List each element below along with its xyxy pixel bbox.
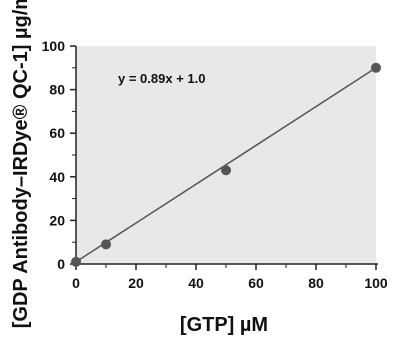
x-tick-label: 60 — [248, 275, 264, 291]
x-tick-label: 20 — [128, 275, 144, 291]
x-tick-label: 100 — [364, 275, 388, 291]
x-axis-title: [GTP] µM — [180, 314, 268, 336]
data-point — [101, 239, 111, 250]
y-tick-labels: 0 20 40 60 80 100 — [42, 38, 66, 272]
data-point — [371, 62, 381, 73]
x-tick-label: 0 — [72, 275, 80, 291]
y-tick-label: 0 — [57, 256, 65, 272]
plot-background — [76, 46, 376, 264]
y-axis-title: [GDP Antibody–IRDye® QC-1] µg/mL — [10, 0, 32, 328]
x-tick-labels: 0 20 40 60 80 100 — [72, 275, 388, 291]
y-tick-label: 40 — [49, 169, 65, 185]
data-point — [221, 165, 231, 176]
y-tick-label: 100 — [42, 38, 66, 54]
major-ticks — [70, 45, 377, 270]
data-point — [71, 256, 81, 267]
x-tick-label: 80 — [308, 275, 324, 291]
fit-line — [75, 67, 377, 263]
equation-annotation: y = 0.89x + 1.0 — [118, 71, 205, 86]
y-tick-label: 20 — [49, 212, 65, 228]
y-tick-label: 80 — [49, 82, 65, 98]
x-tick-label: 40 — [188, 275, 204, 291]
y-tick-label: 60 — [49, 125, 65, 141]
data-points — [71, 62, 381, 267]
